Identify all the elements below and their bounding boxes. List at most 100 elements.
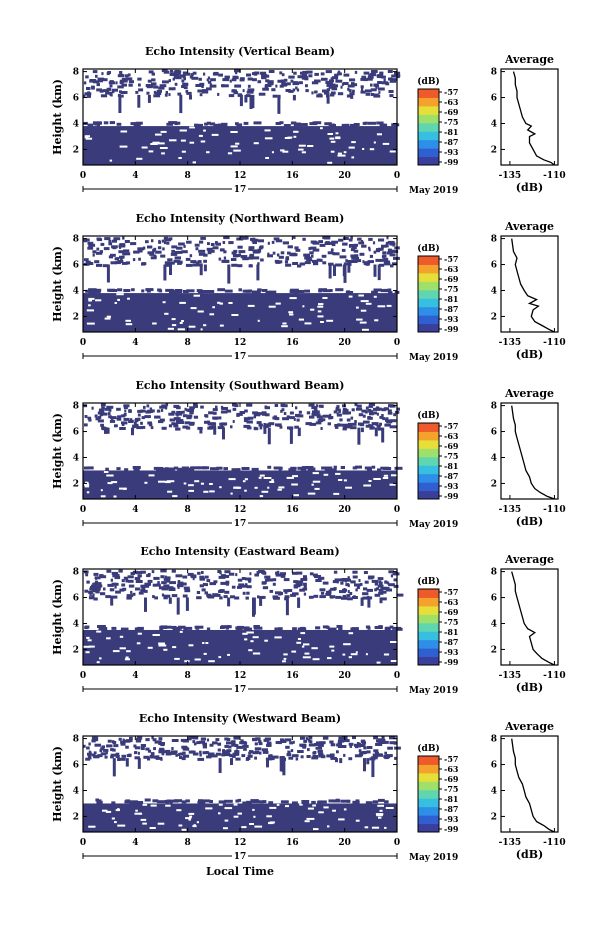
heatmap-cell [294,246,299,250]
heatmap-cell [281,740,287,743]
heatmap-cell [235,122,239,126]
heatmap-cell [263,738,270,742]
heatmap-gap [103,471,109,473]
heatmap-cell [111,245,118,249]
heatmap-cell [94,414,98,418]
heatmap-cell [264,84,272,87]
heatmap-cell [203,259,207,263]
heatmap-cell [284,595,290,599]
heatmap-cell [318,288,327,292]
heatmap-cell [300,71,303,75]
heatmap-gap [311,647,318,650]
heatmap-gap [106,474,114,477]
heatmap-cell [126,594,134,598]
heatmap-cell [388,583,395,587]
heatmap-cell [217,742,221,746]
heatmap-cell [200,737,206,741]
average-x-tick-label: -110 [543,838,566,848]
heatmap-gap [188,489,194,492]
heatmap-cell [363,571,368,574]
heatmap-cell [198,466,207,470]
heatmap-cell [373,250,377,254]
heatmap-cell [374,427,378,437]
colorbar-frame [417,255,440,333]
heatmap-cell [265,290,272,294]
heatmap-cell [254,742,258,746]
heatmap-cell [261,748,268,752]
heatmap-cell [178,753,181,756]
x-tick-label: 4 [132,838,138,848]
heatmap-cell [248,248,253,251]
heatmap-cell [285,257,290,261]
heatmap-cell [204,420,211,424]
heatmap-cell [347,87,350,91]
colorbar-tick-label: -87 [444,304,458,314]
heatmap-cell [364,580,369,584]
heatmap-cell [392,250,399,253]
heatmap-cell [174,82,178,86]
y-tick-label: 4 [73,286,79,296]
heatmap-cell [384,423,391,427]
heatmap-cell [92,121,102,125]
heatmap-cell [207,242,210,246]
heatmap-cell [253,426,257,430]
heatmap-gap [375,813,384,816]
heatmap-gap [88,825,96,828]
heatmap-cell [285,89,291,92]
heatmap-cell [308,403,315,407]
heatmap-cell [278,741,282,745]
x-tick-label: 0 [394,838,400,848]
heatmap-cell [331,87,338,91]
date-label: May 2019 [409,520,458,530]
heatmap-cell [380,597,387,601]
heatmap-cell [222,427,225,440]
heatmap-cell [307,748,310,752]
average-y-tick-label: 2 [491,479,497,489]
heatmap-cell [225,626,229,630]
heatmap-cell [264,413,270,417]
heatmap-cell [116,122,122,126]
heatmap-cell [116,467,121,471]
heatmap-cell [164,575,167,579]
heatmap-cell [232,403,237,407]
heatmap-cell [153,85,159,89]
heatmap-cell [185,89,189,93]
heatmap-cell [123,404,130,408]
heatmap-cell [245,596,249,600]
heatmap-cell [322,236,328,240]
heatmap-cell [94,743,101,747]
heatmap-cell [90,586,94,590]
heatmap-cell [102,412,108,416]
heatmap-gap [136,157,143,160]
heatmap-cell [179,74,186,78]
heatmap-gap [205,642,209,644]
heatmap-cell [280,251,285,255]
heatmap-cell [267,241,270,245]
heatmap-cell [121,261,128,265]
heatmap-cell [165,752,172,756]
heatmap-cell [311,259,319,263]
heatmap-gap [242,480,246,483]
heatmap-cell [339,745,347,748]
heatmap-cell [95,251,103,255]
heatmap-gap [293,130,299,133]
heatmap-cell [213,123,221,127]
heatmap-cell [347,422,352,426]
heatmap-cell [328,262,334,266]
y-tick-label: 6 [73,428,79,438]
heatmap-cell [168,261,175,265]
heatmap-cell [314,90,318,94]
x-tick-label: 16 [286,671,299,681]
heatmap-cell [351,89,355,93]
heatmap-title: Echo Intensity (Vertical Beam) [145,45,335,58]
heatmap-cell [163,264,167,281]
heatmap-cell [147,421,152,425]
heatmap-cell [183,626,193,630]
heatmap-cell [336,405,340,409]
heatmap-cell [252,737,256,741]
heatmap-cell [118,737,122,741]
heatmap-cell [129,736,133,740]
heatmap-cell [137,94,141,108]
heatmap-cell [289,411,294,415]
heatmap-cell [147,757,151,761]
